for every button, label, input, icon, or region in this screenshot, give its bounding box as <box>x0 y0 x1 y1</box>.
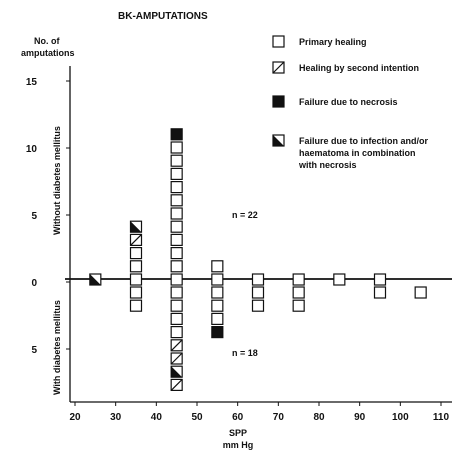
legend-label: Primary healing <box>299 37 367 47</box>
marker-second <box>170 378 183 391</box>
marker-primary <box>170 141 183 154</box>
legend-label: Healing by second intention <box>299 63 419 73</box>
y-tick-label: 15 <box>26 77 38 88</box>
legend-label: Failure due to infection and/or <box>299 136 429 146</box>
marker-infection <box>170 365 183 378</box>
marker-primary <box>211 273 224 286</box>
marker-primary <box>129 286 143 299</box>
marker-primary <box>373 273 387 286</box>
y-tick-label: 10 <box>26 144 38 155</box>
marker-primary <box>170 299 183 312</box>
marker-primary <box>414 286 427 299</box>
marker-primary <box>292 273 305 286</box>
lower-count-annotation: n = 18 <box>232 348 258 358</box>
chart-title: BK-AMPUTATIONS <box>118 11 208 22</box>
legend-label: with necrosis <box>298 160 357 170</box>
upper-count-annotation: n = 22 <box>232 210 258 220</box>
marker-primary <box>292 286 305 299</box>
lower-group-label: With diabetes mellitus <box>52 300 62 395</box>
y-tick-label: 5 <box>31 211 37 222</box>
marker-primary <box>170 312 183 325</box>
marker-infection <box>129 220 143 233</box>
marker-primary <box>211 260 224 273</box>
marker-primary <box>170 273 183 286</box>
marker-primary <box>170 207 183 220</box>
marker-primary <box>333 273 346 286</box>
marker-primary <box>129 247 143 260</box>
x-tick-label: 90 <box>354 412 366 423</box>
legend-marker-second <box>272 61 285 74</box>
marker-primary <box>292 299 305 312</box>
legend-item-primary: Primary healing <box>272 35 367 48</box>
marker-primary <box>251 286 265 299</box>
x-axis-label-line1: SPP <box>229 428 247 438</box>
marker-primary <box>129 273 143 286</box>
legend-marker-primary <box>272 35 285 48</box>
marker-primary <box>211 312 224 325</box>
marker-primary <box>251 299 265 312</box>
marker-primary <box>251 273 265 286</box>
y-tick-label: 0 <box>31 278 37 289</box>
marker-infection <box>89 273 102 286</box>
marker-primary <box>373 286 387 299</box>
x-tick-label: 100 <box>392 412 409 423</box>
y-tick-label: 5 <box>31 345 37 356</box>
axes <box>65 66 452 403</box>
legend-label: haematoma in combination <box>299 148 416 158</box>
y-axis-label-line1: No. of <box>34 36 60 46</box>
marker-necrosis <box>170 128 183 141</box>
x-tick-label: 30 <box>110 412 122 423</box>
marker-primary <box>211 286 224 299</box>
x-tick-label: 60 <box>232 412 244 423</box>
legend-label: Failure due to necrosis <box>299 97 398 107</box>
marker-primary <box>211 299 224 312</box>
marker-second <box>170 352 183 365</box>
marker-second <box>170 339 183 352</box>
x-tick-label: 110 <box>433 412 450 423</box>
legend-item-second: Healing by second intention <box>272 61 419 74</box>
x-tick-label: 80 <box>313 412 325 423</box>
marker-primary <box>129 299 143 312</box>
legend-item-necrosis: Failure due to necrosis <box>272 95 398 108</box>
y-axis-label-line2: amputations <box>21 48 75 58</box>
x-tick-label: 70 <box>273 412 285 423</box>
x-tick-label: 40 <box>151 412 163 423</box>
x-tick-label: 50 <box>191 412 203 423</box>
marker-primary <box>170 220 183 233</box>
legend-marker-infection <box>272 134 285 147</box>
marker-primary <box>170 233 183 246</box>
marker-primary <box>129 260 143 273</box>
upper-group-label: Without diabetes mellitus <box>52 126 62 235</box>
marker-primary <box>170 260 183 273</box>
marker-primary <box>170 286 183 299</box>
x-axis-label-line2: mm Hg <box>223 440 254 450</box>
data-marks <box>89 128 427 391</box>
marker-primary <box>170 247 183 260</box>
marker-primary <box>170 194 183 207</box>
legend-marker-necrosis <box>272 95 285 108</box>
marker-second <box>129 233 143 246</box>
x-tick-label: 20 <box>69 412 81 423</box>
marker-primary <box>170 167 183 180</box>
legend-item-infection: Failure due to infection and/or haematoma… <box>272 134 429 170</box>
marker-necrosis <box>211 326 224 339</box>
legend: Primary healing Healing by second intenti… <box>272 35 429 170</box>
marker-primary <box>170 181 183 194</box>
marker-primary <box>170 154 183 167</box>
marker-primary <box>170 326 183 339</box>
